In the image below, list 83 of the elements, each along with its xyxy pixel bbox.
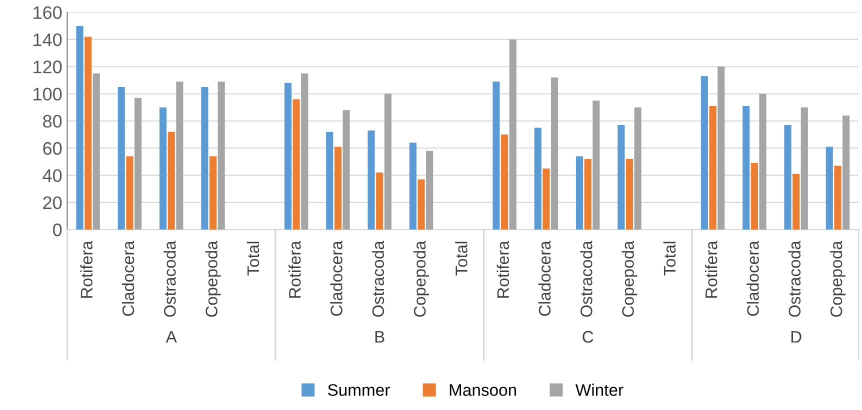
x-tick-label: Cladocera	[330, 240, 342, 316]
x-tick-label: Cladocera	[538, 240, 551, 316]
bar	[292, 99, 300, 230]
bar	[618, 125, 625, 230]
x-tick-label: Total	[246, 242, 260, 276]
bar	[750, 163, 758, 230]
legend-label: Mansoon	[450, 384, 516, 396]
bar	[709, 106, 716, 230]
bar	[326, 132, 334, 230]
bar	[201, 86, 208, 230]
bar	[542, 168, 550, 230]
bar	[384, 94, 392, 230]
bar	[784, 125, 792, 230]
x-tick-label: Copepoda	[830, 240, 846, 317]
x-tick-label: Ostracoda	[788, 240, 801, 317]
bar	[759, 94, 766, 230]
x-tick-label: Ostracoda	[580, 240, 592, 317]
y-tick-label: 40	[42, 169, 62, 182]
bar	[218, 82, 225, 230]
bar	[76, 26, 84, 230]
bar	[501, 134, 508, 230]
bar	[134, 98, 142, 230]
y-tick-label: 0	[53, 224, 62, 236]
bar	[492, 82, 500, 230]
bar	[84, 36, 92, 230]
bar	[584, 158, 592, 230]
text: C	[582, 330, 594, 343]
bar	[800, 107, 808, 230]
bar	[826, 146, 833, 230]
x-tick-label: Rotifera	[496, 240, 510, 298]
y-tick-label: 80	[43, 114, 62, 128]
x-tick-label: Cladocera	[746, 240, 759, 316]
bar	[334, 146, 342, 230]
bar	[118, 86, 125, 230]
text: D	[791, 331, 802, 343]
bar	[592, 100, 600, 230]
text: B	[375, 331, 384, 343]
y-tick-label: 120	[34, 60, 62, 74]
bar	[284, 82, 292, 230]
x-tick-label: Rotifera	[288, 240, 301, 298]
bar	[159, 107, 167, 230]
bar	[792, 174, 800, 230]
y-tick-label: 140	[34, 33, 62, 46]
x-tick-label: Cladocera	[122, 240, 134, 316]
bar	[176, 82, 184, 230]
bar	[418, 179, 425, 230]
bar	[92, 73, 100, 230]
bar	[576, 156, 584, 230]
bar	[342, 110, 350, 230]
bar	[209, 156, 217, 230]
bar	[426, 150, 434, 230]
bar	[368, 130, 375, 230]
bar	[126, 156, 134, 230]
bar	[742, 106, 750, 230]
bar	[718, 66, 725, 230]
bar	[700, 76, 708, 230]
y-tick-label: 20	[43, 196, 62, 210]
x-tick-label: Rotifera	[705, 240, 718, 298]
x-tick-label: Rotifera	[80, 240, 93, 298]
x-tick-label: Total	[455, 242, 468, 276]
x-tick-label: Ostracoda	[164, 240, 176, 317]
bar	[168, 132, 175, 230]
y-tick-label: 60	[43, 142, 62, 155]
bar	[509, 39, 516, 230]
bar	[301, 73, 308, 230]
x-tick-label: Copepoda	[622, 240, 638, 317]
x-tick-label: Total	[663, 242, 676, 276]
legend-label: Summer	[328, 384, 390, 396]
bar	[834, 166, 842, 230]
bar	[534, 128, 542, 230]
bar	[409, 142, 416, 230]
bar	[842, 116, 850, 230]
bar	[376, 172, 384, 230]
y-tick-label: 160	[34, 6, 62, 20]
text: A	[166, 331, 177, 343]
x-tick-label: Ostracoda	[372, 240, 384, 317]
bar	[634, 107, 642, 230]
x-tick-label: Copepoda	[205, 240, 221, 317]
bar	[626, 158, 634, 230]
y-tick-label: 100	[34, 88, 62, 101]
bar	[550, 77, 558, 230]
x-tick-label: Copepoda	[413, 240, 430, 317]
legend-label: Winter	[575, 384, 624, 396]
